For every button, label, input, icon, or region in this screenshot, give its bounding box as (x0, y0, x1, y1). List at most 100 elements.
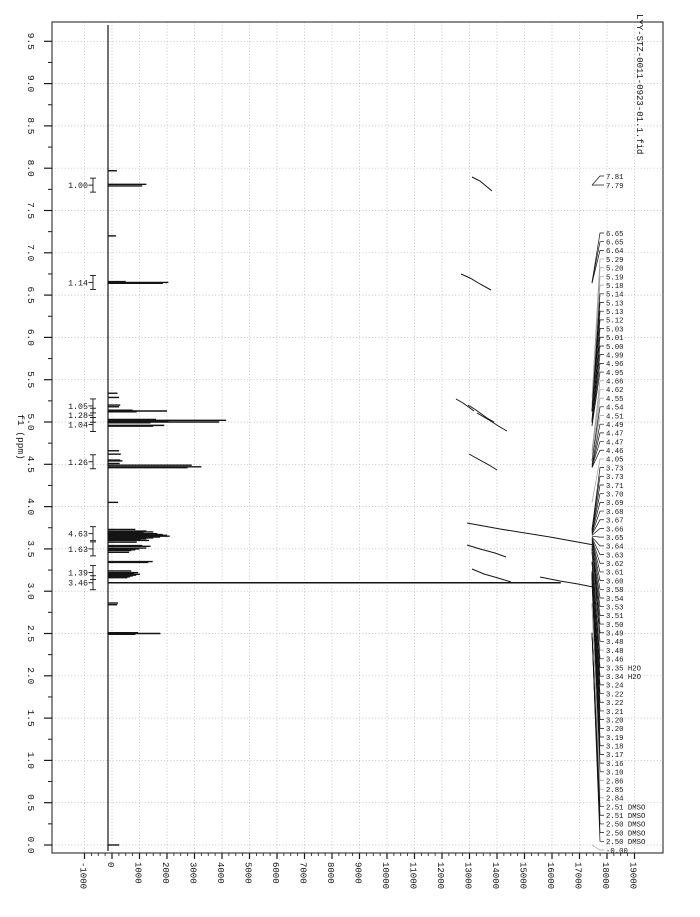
peak-label: 4.95 (606, 370, 624, 378)
peak-label-connector (591, 475, 604, 530)
peak-label: 3.50 (606, 622, 624, 630)
ppm-tick-label: 6.5 (25, 287, 36, 304)
peak-label-connector (591, 175, 604, 186)
peak-label: 4.62 (606, 387, 624, 395)
ppm-tick-label: 9.0 (25, 75, 36, 92)
peak-label: 3.70 (606, 492, 624, 500)
integral-curves (455, 176, 595, 588)
peak-label: 3.46 (606, 657, 624, 665)
integral-value-label: 3.46 (68, 580, 88, 589)
axis-ticks (44, 40, 636, 859)
peak-label: 7.79 (606, 183, 624, 191)
ppm-tick-label: 0.0 (25, 836, 36, 853)
peak-label-connector (591, 284, 604, 407)
peak-label: 5.00 (606, 344, 624, 352)
peak-label-connector (591, 604, 604, 799)
peak-label: 3.49 (606, 631, 624, 639)
peak-label-connector (591, 467, 604, 530)
intensity-tick-label: 6000 (270, 862, 280, 884)
ppm-tick-label: 3.0 (25, 583, 36, 600)
peak-label: 4.05 (606, 457, 624, 465)
integral-curve (468, 453, 498, 471)
peak-label: 5.13 (606, 309, 624, 317)
peak-label-connector (591, 336, 604, 422)
peak-label: 3.58 (606, 587, 624, 595)
ppm-tick-label: 1.0 (25, 752, 36, 769)
peak-label: 3.62 (606, 561, 624, 569)
intensity-tick-label: 11000 (408, 862, 418, 889)
integral-value-label: 1.00 (68, 182, 88, 191)
ppm-tick-label: 2.0 (25, 667, 36, 684)
integral-value-label: 1.14 (68, 279, 88, 288)
ppm-tick-label: 3.5 (25, 540, 36, 557)
grid-lines (52, 22, 663, 853)
ppm-tick-label: 5.5 (25, 371, 36, 388)
peak-label: 5.14 (606, 292, 624, 300)
peak-label: 4.96 (606, 361, 624, 369)
peak-label: 7.81 (606, 174, 624, 182)
peak-label: 3.48 (606, 639, 624, 647)
intensity-tick-label: 1000 (133, 862, 143, 884)
integral-curve (471, 568, 512, 583)
intensity-tick-label: 3000 (188, 862, 198, 884)
peak-label-connector (591, 484, 604, 532)
peak-label: 3.68 (606, 509, 624, 517)
integral-curve (466, 522, 595, 546)
peak-label-connector (591, 232, 604, 283)
intensity-tick-label: 18000 (600, 862, 610, 889)
intensity-tick-label: 2000 (160, 862, 170, 884)
intensity-tick-label: 8000 (325, 862, 335, 884)
peak-label-connector (591, 528, 604, 536)
peak-label: 3.16 (606, 761, 624, 769)
peak-label-connector (591, 502, 604, 533)
peak-label-connector (591, 562, 604, 677)
peak-label: 3.71 (606, 483, 624, 491)
peak-label: 3.63 (606, 552, 624, 560)
peak-label: 3.19 (606, 735, 624, 743)
peak-label: 6.65 (606, 239, 624, 247)
peak-label-connector (591, 545, 604, 599)
ppm-tick-label: 8.0 (25, 160, 36, 177)
peak-label: -0.00 (606, 848, 628, 856)
peak-label-connector (591, 844, 604, 851)
peak-label: 4.49 (606, 422, 624, 430)
peak-label-connector (591, 415, 604, 464)
peak-label-connector (591, 371, 604, 427)
peak-label-connector (591, 406, 604, 461)
peak-label: 3.48 (606, 648, 624, 656)
peak-label-connector (591, 510, 604, 534)
peak-label-connector (591, 538, 604, 564)
peak-label-connector (591, 319, 604, 412)
peak-label: 3.21 (606, 709, 624, 717)
peak-label-connector (591, 552, 604, 660)
peak-label: 3.73 (606, 474, 624, 482)
ppm-tick-label: 4.0 (25, 498, 36, 515)
ppm-tick-label: 0.5 (25, 794, 36, 811)
peak-label: 5.03 (606, 326, 624, 334)
peak-label-connector (591, 458, 604, 503)
peak-label-connector (591, 354, 604, 423)
peak-label: 5.19 (606, 274, 624, 282)
peak-label: 3.53 (606, 604, 624, 612)
peak-label: 2.50 DMSO (606, 822, 646, 830)
peak-label: 5.20 (606, 266, 624, 274)
integral-curve (476, 412, 508, 432)
intensity-tick-label: 13000 (463, 862, 473, 889)
peak-label: 3.66 (606, 526, 624, 534)
peak-label: 5.13 (606, 300, 624, 308)
intensity-tick-label: 12000 (435, 862, 445, 889)
intensity-tick-label: 5000 (243, 862, 253, 884)
peak-label-connector (591, 535, 604, 538)
peak-label-connector (591, 363, 604, 426)
peak-label: 4.47 (606, 431, 624, 439)
peak-label: 3.20 (606, 717, 624, 725)
peak-label-connector (591, 493, 604, 533)
peak-label-connector (591, 250, 604, 284)
integral-value-label: 1.28 (68, 412, 88, 421)
peak-label: 2.84 (606, 796, 624, 804)
ppm-tick-label: 5.0 (25, 413, 36, 430)
peak-label: 4.99 (606, 352, 624, 360)
